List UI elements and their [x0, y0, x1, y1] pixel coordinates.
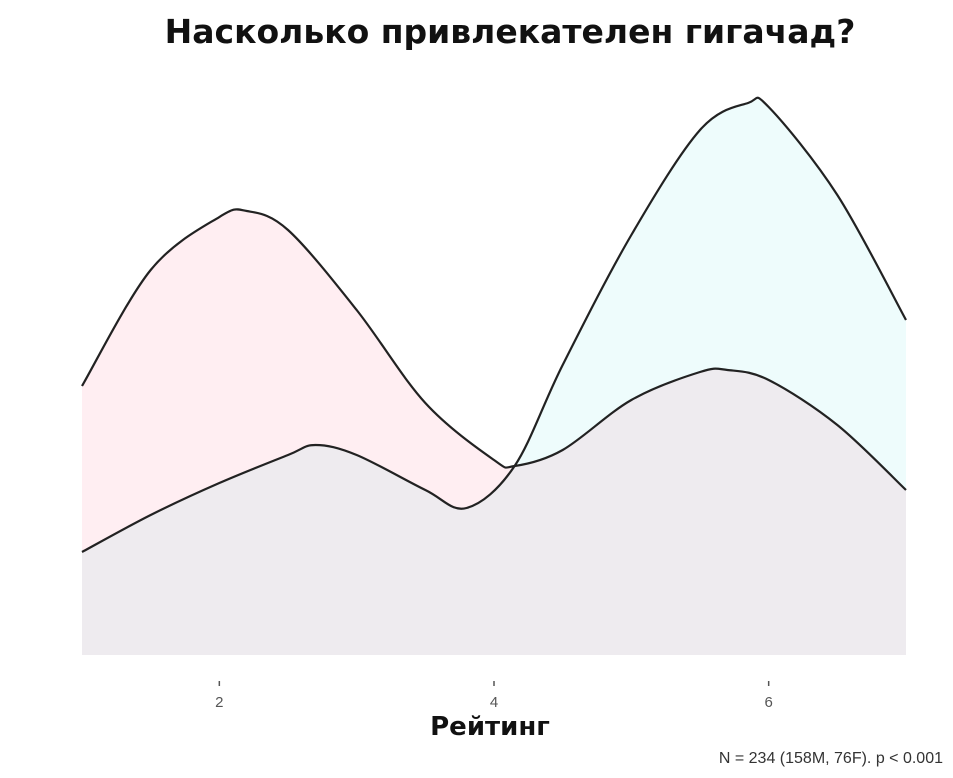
x-tick-label: 2 — [215, 694, 223, 711]
caption: N = 234 (158M, 76F). p < 0.001 — [718, 750, 943, 767]
density-line-1 — [81, 208, 907, 491]
x-tick-label: 6 — [764, 694, 772, 711]
x-tick-label: 4 — [490, 694, 498, 711]
chart-title: Насколько привлекателен гигачад? — [164, 12, 856, 51]
density-area-2 — [82, 97, 906, 656]
density-line-2 — [81, 96, 907, 553]
x-axis-label: Рейтинг — [430, 712, 550, 742]
